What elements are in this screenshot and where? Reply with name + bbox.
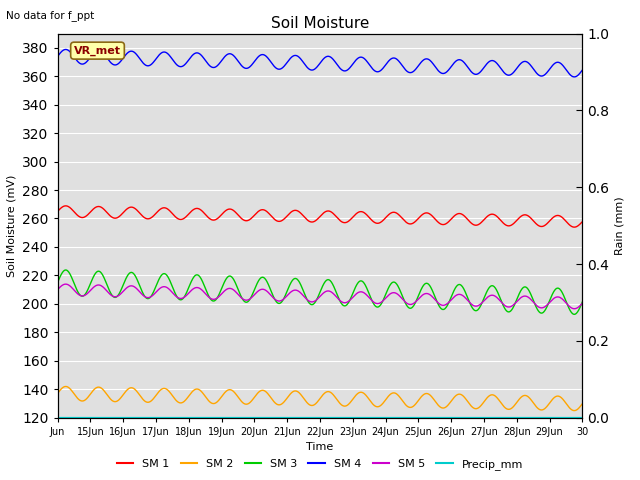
Text: No data for f_ppt: No data for f_ppt	[6, 10, 95, 21]
Legend: SM 1, SM 2, SM 3, SM 4, SM 5, Precip_mm: SM 1, SM 2, SM 3, SM 4, SM 5, Precip_mm	[112, 455, 528, 474]
Y-axis label: Soil Moisture (mV): Soil Moisture (mV)	[6, 174, 17, 277]
Title: Soil Moisture: Soil Moisture	[271, 16, 369, 31]
X-axis label: Time: Time	[307, 442, 333, 452]
Text: VR_met: VR_met	[74, 46, 121, 56]
Y-axis label: Rain (mm): Rain (mm)	[615, 196, 625, 255]
